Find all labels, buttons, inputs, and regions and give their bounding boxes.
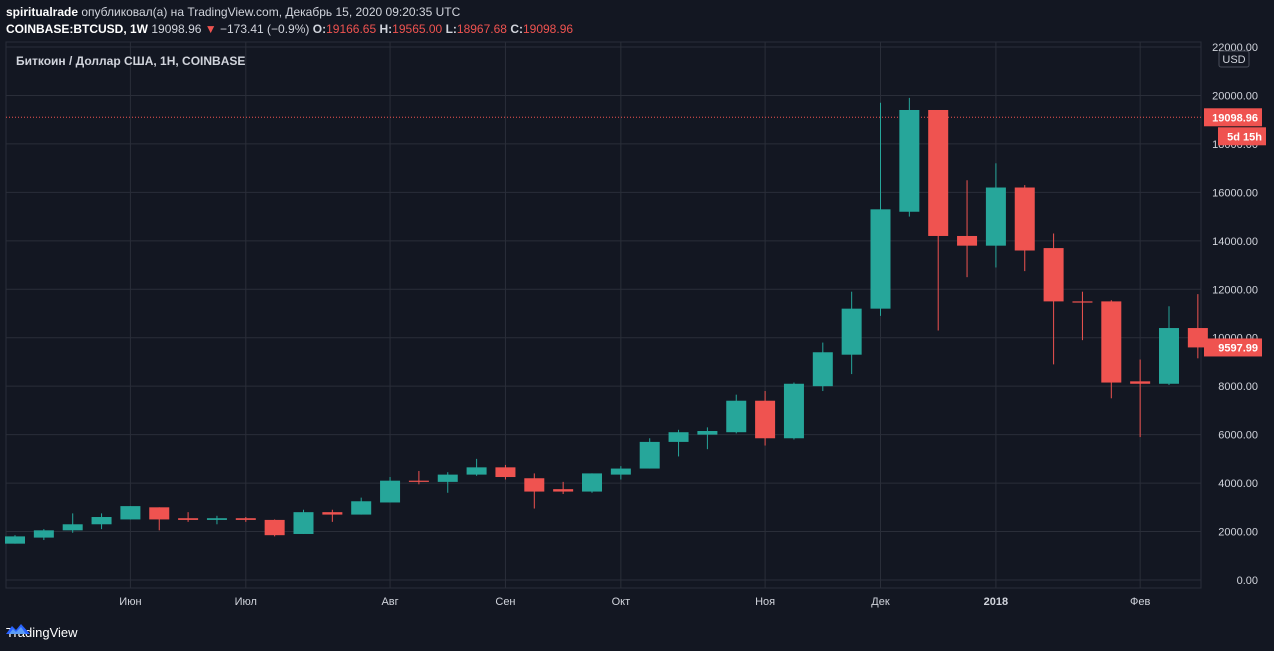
- candle-body: [5, 536, 25, 544]
- close-value: 19098.96: [522, 22, 574, 36]
- currency-badge: [1218, 50, 1250, 68]
- x-tick-label: Июн: [119, 596, 141, 608]
- candle-body: [1043, 248, 1064, 302]
- candle-body: [899, 109, 920, 212]
- candle-body: [957, 235, 978, 246]
- y-tick-label: 20000.00: [1212, 90, 1258, 102]
- candle-body: [755, 400, 776, 439]
- chart-title: Биткоин / Доллар США, 1H, COINBASE: [16, 54, 245, 68]
- price-label: 19098.96: [1212, 112, 1258, 124]
- x-tick-label: Окт: [612, 596, 631, 608]
- candle-body: [351, 501, 372, 515]
- tradingview-logo-icon: [6, 624, 30, 634]
- candle-body: [928, 109, 949, 236]
- close-label: C:: [510, 22, 523, 36]
- x-tick-label: Фев: [1130, 596, 1150, 608]
- high-value: 19565.00: [392, 22, 443, 36]
- candle-body: [1159, 328, 1179, 384]
- y-tick-label: 12000.00: [1212, 284, 1258, 296]
- candle-body: [437, 474, 458, 482]
- candle-body: [293, 512, 314, 534]
- open-label: O:: [312, 22, 327, 36]
- chart-header: spiritualrade опубликовал(а) на TradingV…: [6, 4, 1266, 38]
- candle-body: [264, 519, 285, 536]
- candle-body: [120, 506, 141, 520]
- candle-body: [235, 518, 256, 520]
- plot-frame: [5, 41, 1202, 589]
- candle-body: [149, 507, 170, 520]
- y-tick-label: 14000.00: [1212, 236, 1258, 248]
- low-value: 18967.68: [456, 22, 507, 36]
- candle-body: [1014, 187, 1035, 251]
- y-tick-label: 2000.00: [1218, 527, 1258, 539]
- candle-body: [985, 187, 1006, 246]
- candle-body: [1130, 381, 1151, 384]
- y-tick-label: 0.00: [1237, 575, 1258, 587]
- x-tick-label: 2018: [984, 596, 1008, 608]
- y-tick-label: 4000.00: [1218, 478, 1258, 490]
- currency-label: USD: [1222, 54, 1245, 66]
- x-tick-label: Авг: [381, 596, 398, 608]
- candle-body: [841, 308, 862, 355]
- x-tick-label: Ноя: [755, 596, 775, 608]
- y-tick-label: 8000.00: [1218, 381, 1258, 393]
- candle-body: [178, 518, 199, 520]
- candle-body: [812, 352, 833, 387]
- candle-body: [408, 480, 429, 482]
- candle-body: [610, 468, 631, 475]
- last-price: 19098.96: [151, 22, 202, 36]
- candle-body: [33, 530, 54, 538]
- candle-body: [783, 383, 804, 439]
- candle-body: [524, 478, 545, 492]
- y-tick-label: 16000.00: [1212, 187, 1258, 199]
- publish-line: spiritualrade опубликовал(а) на TradingV…: [6, 4, 1266, 21]
- high-label: H:: [379, 22, 393, 36]
- candle-body: [553, 489, 574, 492]
- x-tick-label: Июл: [235, 596, 257, 608]
- candle-body: [206, 518, 227, 520]
- candle-body: [870, 209, 891, 309]
- countdown-label: 5d 15h: [1227, 131, 1262, 143]
- candle-body: [639, 441, 660, 469]
- price-label-bg: [1204, 338, 1262, 357]
- ohlc-line: COINBASE:BTCUSD, 1W 19098.96 ▼ −173.41 (…: [6, 21, 1266, 38]
- author-name[interactable]: spiritualrade: [6, 5, 79, 19]
- symbol-label: COINBASE:BTCUSD, 1W: [6, 22, 149, 36]
- publish-info: опубликовал(а) на TradingView.com, Декаб…: [78, 5, 461, 19]
- low-label: L:: [445, 22, 457, 36]
- down-arrow-icon: ▼: [204, 22, 217, 36]
- countdown-label-bg: [1218, 127, 1266, 146]
- candle-body: [495, 467, 516, 478]
- candle-body: [380, 480, 401, 503]
- price-label-bg: [1204, 108, 1262, 127]
- candle-body: [726, 400, 747, 433]
- tradingview-footer[interactable]: TradingView: [6, 622, 78, 642]
- x-tick-label: Дек: [871, 596, 890, 608]
- candle-body: [1101, 301, 1122, 383]
- open-value: 19166.65: [326, 22, 377, 36]
- candle-body: [1072, 301, 1093, 303]
- candle-body: [582, 473, 602, 492]
- price-change: −173.41 (−0.9%): [220, 22, 310, 36]
- y-tick-label: 6000.00: [1218, 430, 1258, 442]
- candle-body: [466, 467, 487, 475]
- candle-body: [668, 432, 689, 442]
- x-tick-label: Сен: [495, 596, 515, 608]
- candle-body: [697, 431, 718, 435]
- candle-body: [1187, 328, 1208, 348]
- candle-body: [322, 512, 343, 515]
- candle-body: [62, 524, 83, 531]
- price-label: 9597.99: [1218, 342, 1258, 354]
- candle-body: [91, 517, 112, 525]
